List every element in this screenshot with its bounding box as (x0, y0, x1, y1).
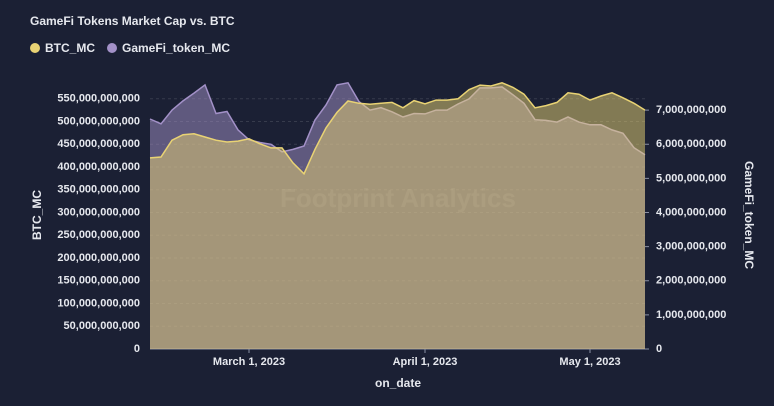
y2-tick-label: 7,000,000,000 (656, 104, 726, 116)
x-tick-label: March 1, 2023 (213, 356, 285, 368)
area (150, 82, 645, 350)
y-tick-label: 350,000,000,000 (57, 184, 140, 196)
y-tick-label: 300,000,000,000 (57, 206, 140, 218)
y-tick-label: 0 (134, 343, 140, 355)
x-axis-title: on_date (375, 376, 421, 390)
legend-label: GameFi_token_MC (122, 41, 230, 55)
y-axis-title: BTC_MC (30, 190, 44, 240)
legend-marker (107, 43, 117, 53)
y-tick-label: 550,000,000,000 (57, 93, 140, 105)
legend-label: BTC_MC (45, 41, 95, 55)
y2-tick-label: 6,000,000,000 (656, 138, 726, 150)
y2-tick-label: 2,000,000,000 (656, 275, 726, 287)
y2-tick-label: 0 (656, 343, 662, 355)
y2-axis-title: GameFi_token_MC (742, 161, 756, 269)
line (149, 82, 646, 176)
x-tick-label: May 1, 2023 (559, 356, 620, 368)
y-tick-label: 500,000,000,000 (57, 115, 140, 127)
y-tick-label: 150,000,000,000 (57, 275, 140, 287)
y-tick-label: 200,000,000,000 (57, 252, 140, 264)
y-tick-label: 100,000,000,000 (57, 297, 140, 309)
legend-marker (30, 43, 40, 53)
x-tick-label: April 1, 2023 (393, 356, 458, 368)
y2-tick-label: 1,000,000,000 (656, 309, 726, 321)
y-tick-label: 400,000,000,000 (57, 161, 140, 173)
y-tick-label: 450,000,000,000 (57, 138, 140, 150)
chart-title: GameFi Tokens Market Cap vs. BTC (30, 14, 235, 28)
y2-tick-label: 3,000,000,000 (656, 241, 726, 253)
y-tick-label: 50,000,000,000 (64, 320, 140, 332)
y2-tick-label: 5,000,000,000 (656, 172, 726, 184)
y-tick-label: 250,000,000,000 (57, 229, 140, 241)
y2-tick-label: 4,000,000,000 (656, 206, 726, 218)
